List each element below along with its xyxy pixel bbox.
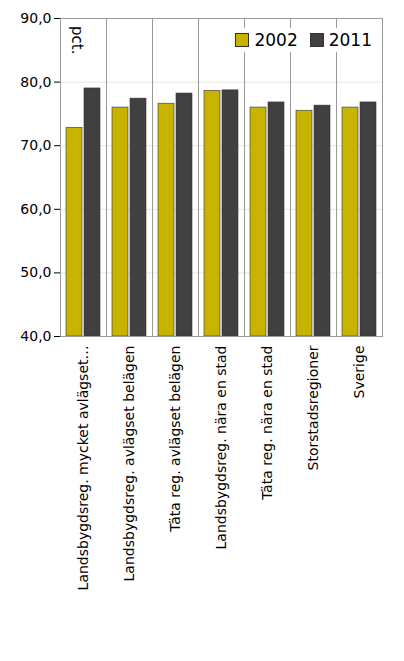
svg-text:Täta reg. avlägset belägen: Täta reg. avlägset belägen (167, 346, 183, 533)
svg-text:Storstadsregioner: Storstadsregioner (305, 345, 321, 470)
svg-text:60,0: 60,0 (20, 201, 51, 217)
svg-text:40,0: 40,0 (20, 328, 51, 344)
svg-text:70,0: 70,0 (20, 137, 51, 153)
html-text:pct.: pct. (68, 26, 86, 55)
html-text:2002: 2002 (254, 30, 298, 50)
svg-text:90,0: 90,0 (20, 10, 51, 26)
svg-text:Landsbygdsreg. mycket avlägset: Landsbygdsreg. mycket avlägset… (75, 346, 91, 591)
svg-text:Sverige: Sverige (351, 346, 367, 399)
svg-text:Täta reg. nära en stad: Täta reg. nära en stad (259, 346, 275, 501)
svg-text:80,0: 80,0 (20, 74, 51, 90)
svg-text:50,0: 50,0 (20, 264, 51, 280)
svg-text:Landsbygdsreg. nära en stad: Landsbygdsreg. nära en stad (213, 346, 229, 550)
svg-text:Landsbygdsreg. avlägset beläge: Landsbygdsreg. avlägset belägen (121, 346, 137, 582)
html-text:2011: 2011 (328, 30, 372, 50)
